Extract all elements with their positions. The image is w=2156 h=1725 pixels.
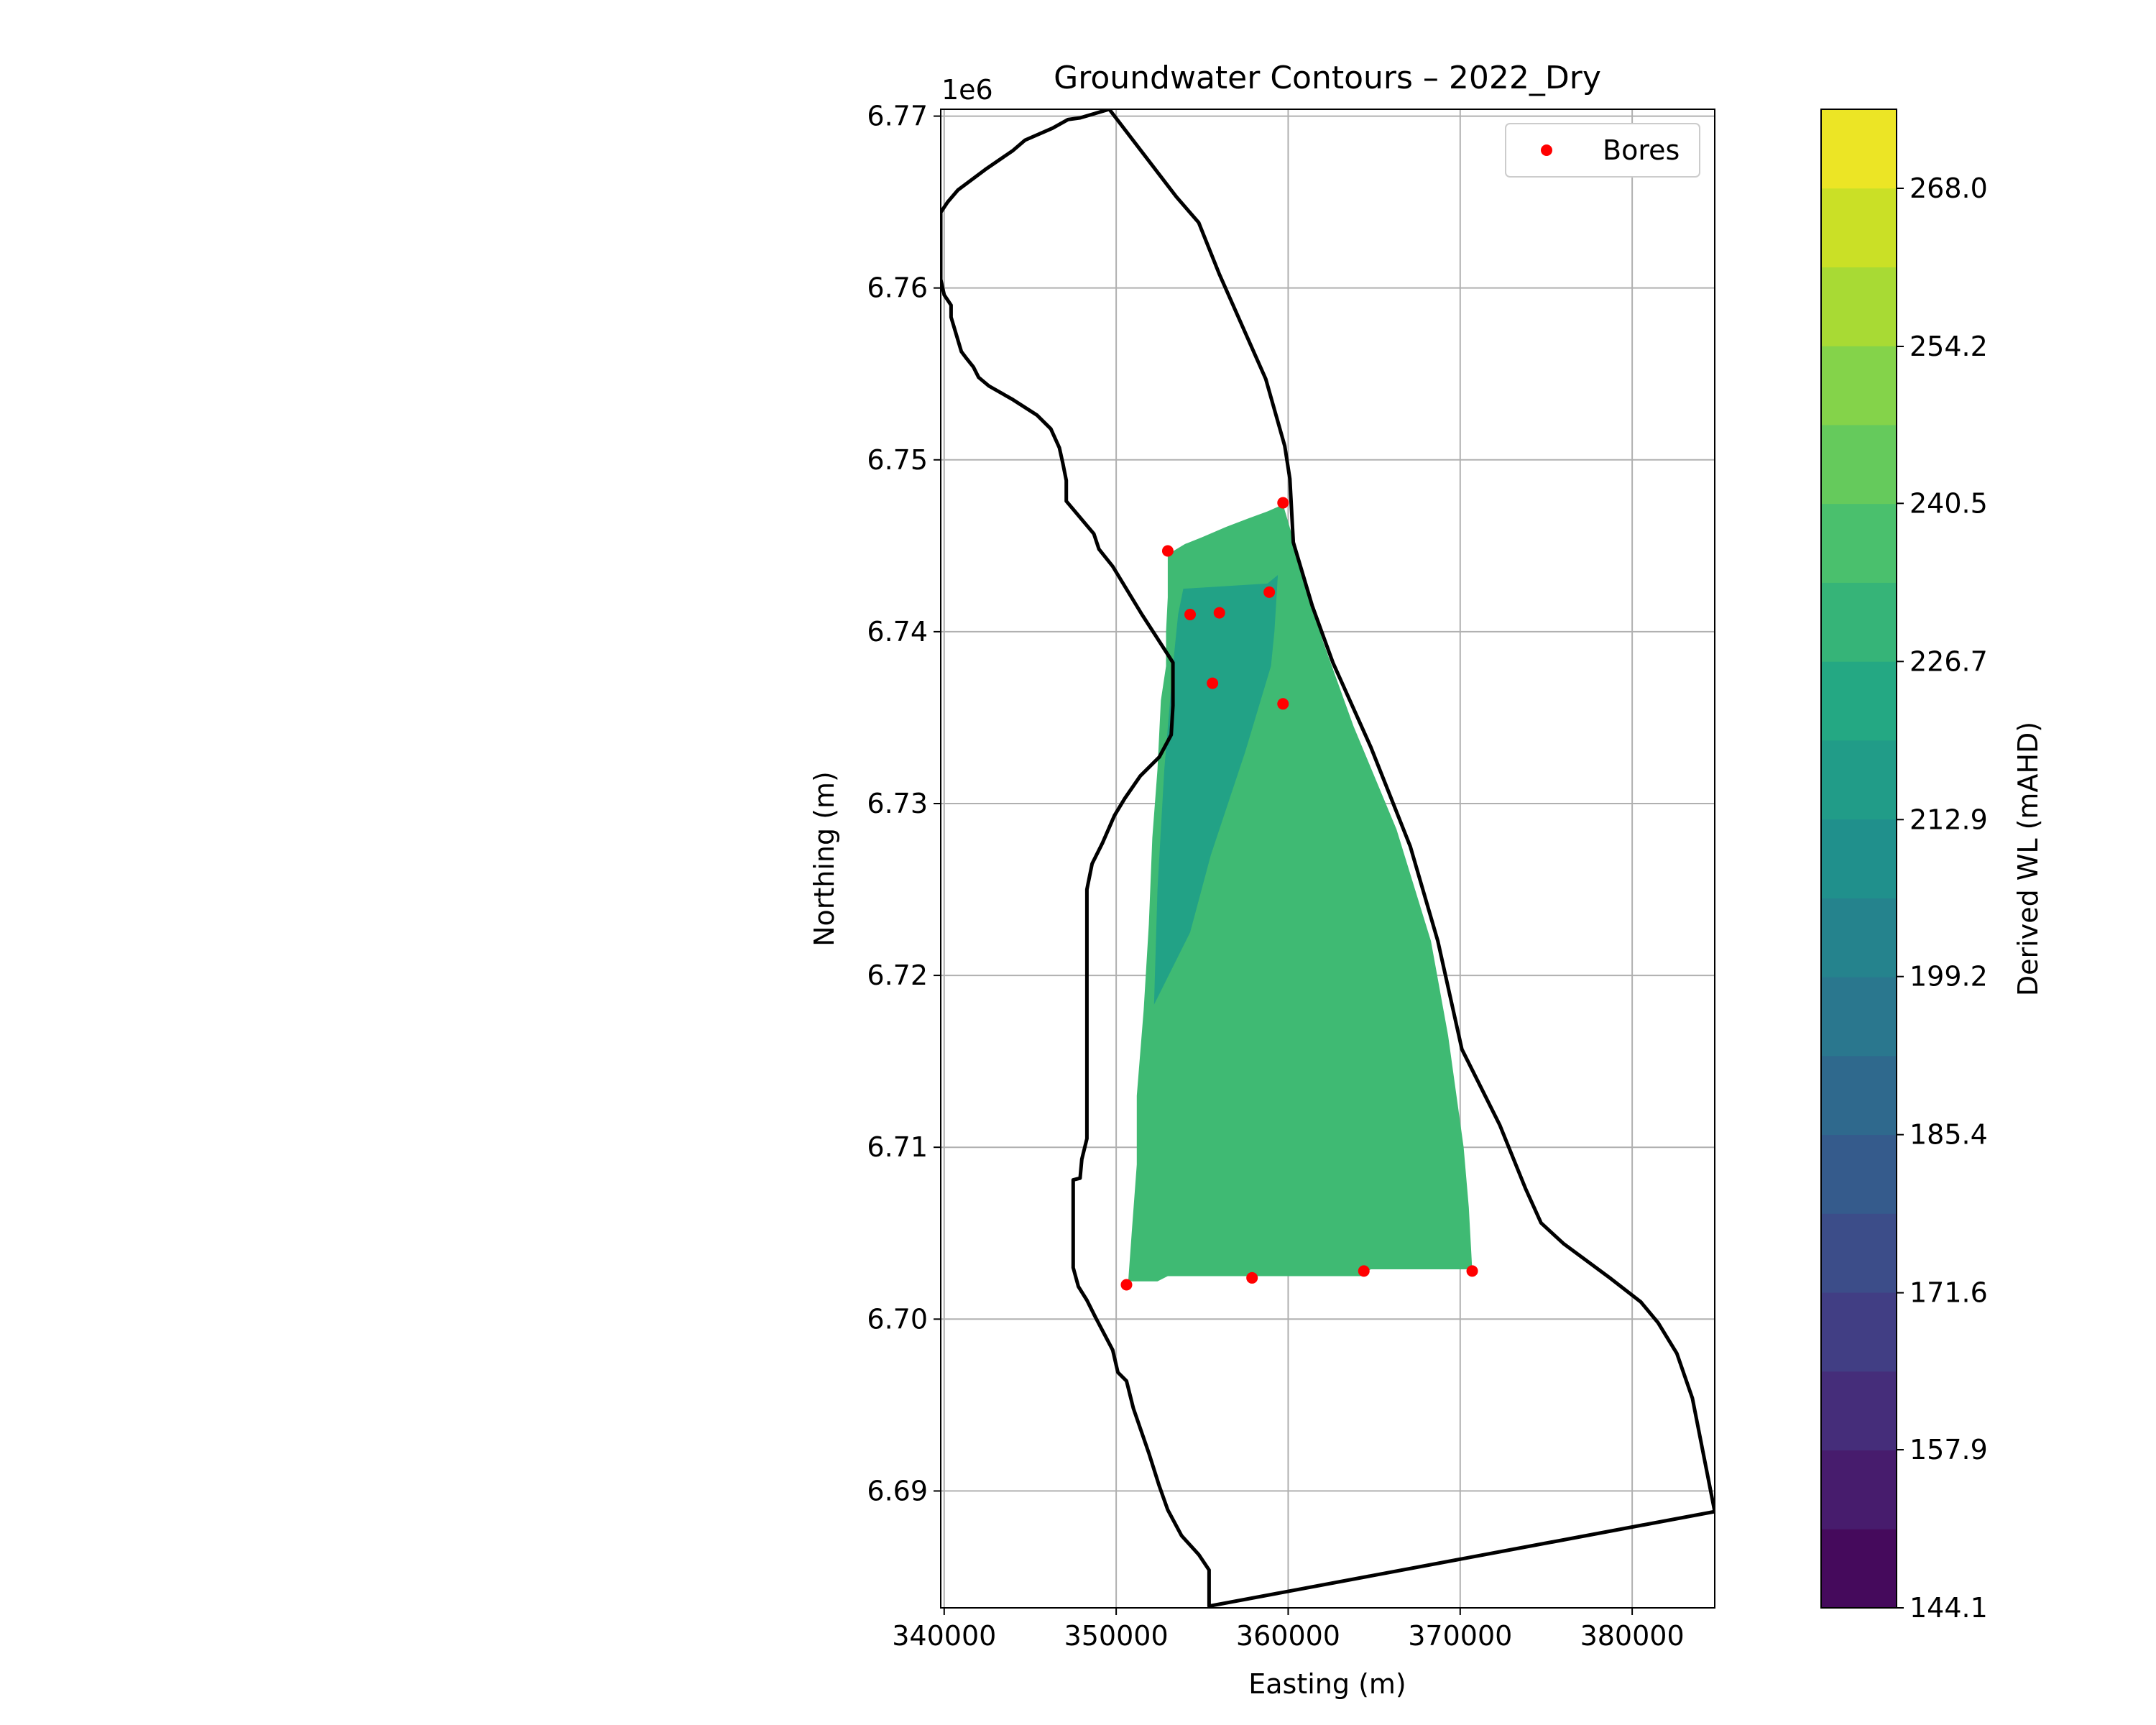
bore-point[interactable]	[1184, 608, 1197, 620]
colorbar-tick-label: 199.2	[1909, 961, 1988, 993]
colorbar-band	[1821, 1292, 1897, 1372]
colorbar-band	[1821, 424, 1897, 505]
catchment-boundary	[941, 109, 1715, 1608]
bore-point[interactable]	[1277, 497, 1289, 509]
y-axis-label: Northing (m)	[808, 771, 840, 947]
bore-point[interactable]	[1213, 607, 1225, 619]
colorbar-tick-label: 240.5	[1909, 487, 1988, 519]
colorbar-band	[1821, 819, 1897, 898]
y-tick-label: 6.72	[867, 960, 928, 991]
colorbar-band	[1821, 267, 1897, 346]
y-tick-label: 6.76	[867, 272, 928, 304]
colorbar-band	[1821, 1213, 1897, 1293]
x-axis-label: Easting (m)	[1248, 1668, 1406, 1700]
colorbar-band	[1821, 661, 1897, 741]
y-tick-label: 6.71	[867, 1131, 928, 1163]
bore-point[interactable]	[1466, 1265, 1478, 1277]
colorbar-bands	[1821, 109, 1897, 1609]
x-tick-label: 360000	[1236, 1620, 1340, 1652]
chart-title: Groundwater Contours – 2022_Dry	[1054, 60, 1601, 96]
colorbar-tick-label: 144.1	[1909, 1592, 1988, 1624]
legend: Bores	[1505, 123, 1700, 178]
colorbar-band	[1821, 977, 1897, 1057]
plot-area	[940, 109, 1715, 1609]
colorbar-band	[1821, 1450, 1897, 1530]
colorbar-band	[1821, 346, 1897, 426]
bore-point[interactable]	[1246, 1271, 1258, 1284]
colorbar-band	[1821, 109, 1897, 189]
bore-point[interactable]	[1207, 677, 1219, 689]
colorbar-band	[1821, 740, 1897, 820]
y-tick-label: 6.74	[867, 616, 928, 648]
colorbar-band	[1821, 582, 1897, 662]
colorbar-tick-label: 226.7	[1909, 645, 1988, 677]
colorbar-band	[1821, 1371, 1897, 1451]
bore-point[interactable]	[1263, 586, 1276, 598]
y-tick-label: 6.73	[867, 788, 928, 819]
x-axis-ticks: 340000 350000 360000 370000 380000	[892, 1608, 1685, 1652]
colorbar-band	[1821, 898, 1897, 978]
colorbar-frame	[1820, 109, 1897, 1609]
colorbar: 144.1 157.9 171.6 185.4 199.2 212.9 226.7 240.5…	[1820, 109, 2044, 1624]
y-axis-ticks: 6.69 6.70 6.71 6.72 6.73 6.74 6.75 6.76 6.77	[867, 101, 941, 1506]
y-tick-label: 6.75	[867, 444, 928, 476]
plot-frame	[940, 109, 1715, 1609]
contour-region	[1153, 575, 1279, 1005]
colorbar-tick-label: 157.9	[1909, 1434, 1988, 1466]
colorbar-band	[1821, 188, 1897, 267]
x-tick-label: 340000	[892, 1620, 996, 1652]
legend-box	[1505, 123, 1700, 178]
catchment-boundary-layer	[941, 109, 1715, 1608]
x-tick-label: 350000	[1064, 1620, 1169, 1652]
colorbar-band	[1821, 1134, 1897, 1214]
colorbar-tick-label: 268.0	[1909, 172, 1988, 204]
contour-fill-layer	[1128, 504, 1473, 1282]
x-tick-label: 370000	[1408, 1620, 1512, 1652]
colorbar-tick-label: 254.2	[1909, 331, 1988, 362]
colorbar-tick-label: 171.6	[1909, 1277, 1988, 1309]
bore-points-layer[interactable]	[1120, 497, 1478, 1291]
y-tick-label: 6.77	[867, 101, 928, 132]
y-tick-label: 6.70	[867, 1303, 928, 1335]
y-tick-label: 6.69	[867, 1475, 928, 1506]
legend-label-bores: Bores	[1603, 134, 1680, 166]
legend-marker-bores	[1541, 144, 1552, 156]
x-tick-label: 380000	[1580, 1620, 1685, 1652]
colorbar-band	[1821, 503, 1897, 583]
colorbar-tick-label: 185.4	[1909, 1119, 1988, 1151]
colorbar-ticks: 144.1 157.9 171.6 185.4 199.2 212.9 226.7 240.5…	[1897, 172, 1988, 1624]
bore-point[interactable]	[1120, 1279, 1133, 1291]
colorbar-tick-label: 212.9	[1909, 804, 1988, 835]
bore-point[interactable]	[1161, 545, 1174, 557]
colorbar-band	[1821, 1529, 1897, 1609]
colorbar-label: Derived WL (mAHD)	[2012, 722, 2044, 996]
bore-point[interactable]	[1358, 1265, 1370, 1277]
y-axis-offset-label: 1e6	[941, 74, 993, 106]
colorbar-band	[1821, 1055, 1897, 1136]
bore-point[interactable]	[1277, 698, 1289, 710]
